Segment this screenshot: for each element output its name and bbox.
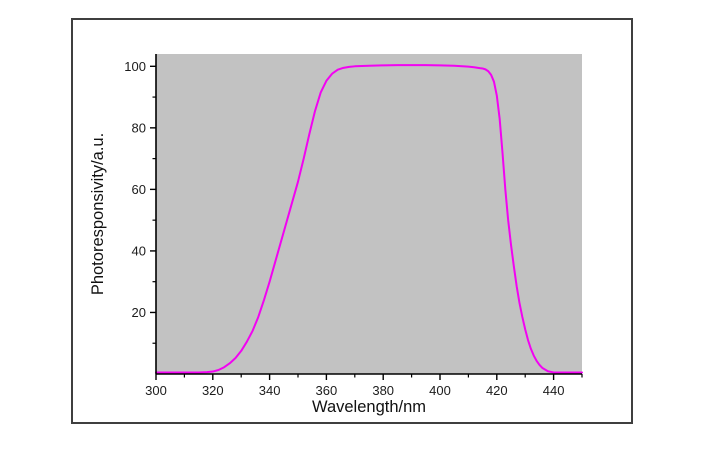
plot-area-background — [156, 54, 582, 374]
x-tick-label: 420 — [486, 383, 508, 398]
figure-frame: 300 320 340 360 380 400 420 440 20 40 60 80 100 Wave… — [71, 18, 633, 424]
y-tick-label: 20 — [132, 305, 146, 320]
x-axis-title: Wavelength/nm — [312, 398, 426, 416]
x-tick-label: 360 — [316, 383, 338, 398]
x-tick-label: 400 — [429, 383, 451, 398]
y-tick-label: 40 — [132, 243, 146, 258]
curve-layer — [155, 64, 583, 374]
y-tick-label: 80 — [132, 120, 146, 135]
x-tick-label: 340 — [259, 383, 281, 398]
response-curve — [155, 64, 583, 374]
chart-svg: 300 320 340 360 380 400 420 440 20 40 60 80 100 Wave… — [89, 54, 583, 416]
y-tick-label: 100 — [124, 59, 146, 74]
x-tick-label: 440 — [543, 383, 565, 398]
x-tick-label: 380 — [372, 383, 394, 398]
y-tick-label: 60 — [132, 182, 146, 197]
y-axis-title: Photoresponsivity/a.u. — [89, 133, 107, 295]
x-tick-label: 300 — [145, 383, 167, 398]
x-tick-label: 320 — [202, 383, 224, 398]
tick-layer: 300 320 340 360 380 400 420 440 20 40 60 80 100 — [124, 59, 583, 398]
